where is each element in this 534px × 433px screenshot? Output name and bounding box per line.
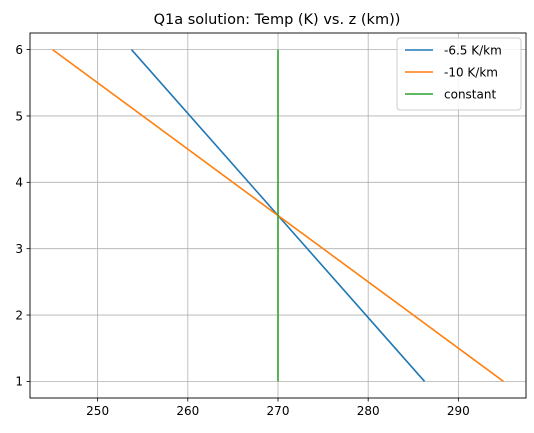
x-tick-label: 280	[357, 404, 380, 418]
legend-box	[396, 37, 522, 111]
x-tick-label: 270	[267, 404, 290, 418]
chart-title: Q1a solution: Temp (K) vs. z (km))	[154, 12, 401, 28]
legend-label: -10 K/km	[444, 65, 498, 79]
y-tick-label: 3	[15, 242, 23, 256]
x-tick-label: 290	[447, 404, 470, 418]
y-tick-label: 2	[15, 308, 23, 322]
legend: -6.5 K/km -10 K/km constant	[396, 37, 522, 111]
series-lines	[52, 48, 504, 383]
legend-label: constant	[444, 87, 496, 101]
y-tick-label: 4	[15, 176, 23, 190]
x-tick-label: 260	[176, 404, 199, 418]
x-tick-label: 250	[86, 404, 109, 418]
legend-label: -6.5 K/km	[444, 43, 502, 57]
y-tick-label: 1	[15, 375, 23, 389]
axis-ticks: 250 260 270 280 290 1 2 3 4 5 6	[15, 43, 469, 418]
y-tick-label: 6	[15, 43, 23, 57]
y-tick-label: 5	[15, 109, 23, 123]
